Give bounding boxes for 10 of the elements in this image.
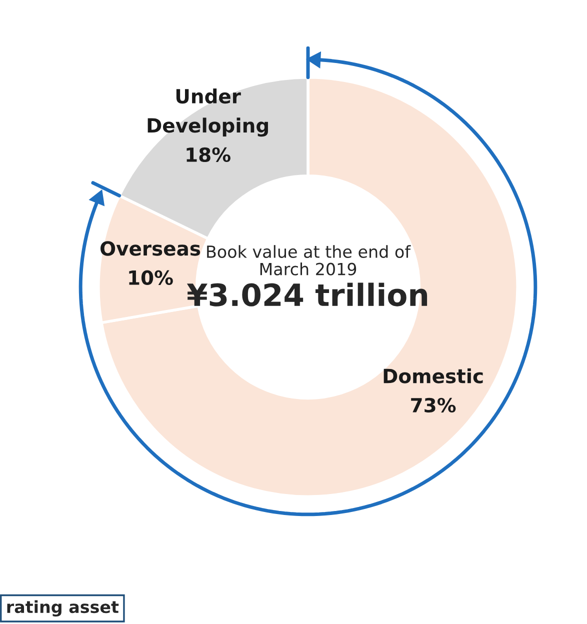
data-label: 73% bbox=[411, 398, 456, 413]
text: rating asset bbox=[7, 600, 119, 617]
text: ¥3.024 trillion bbox=[186, 282, 428, 306]
slice-label: Overseas bbox=[100, 241, 200, 256]
data-label: 10% bbox=[129, 270, 173, 285]
slice-label: Domestic bbox=[384, 368, 483, 384]
data-label: 18% bbox=[186, 147, 230, 162]
donut-slice bbox=[100, 76, 519, 498]
text: Book value at the end of March 2019 bbox=[207, 245, 411, 276]
slice-label: Under Developing bbox=[148, 88, 268, 137]
